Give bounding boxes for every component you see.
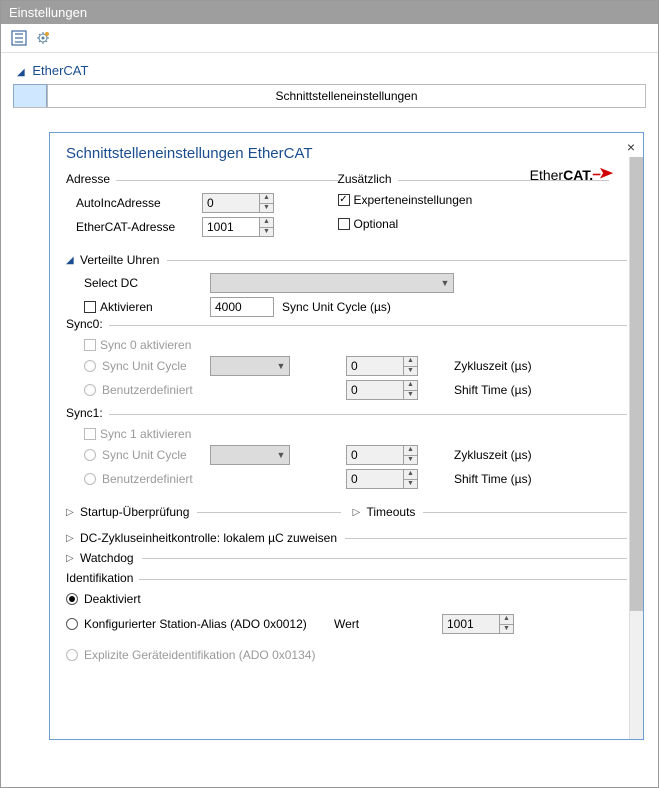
ecat-addr-label: EtherCAT-Adresse: [76, 220, 194, 234]
close-icon[interactable]: ×: [627, 139, 635, 155]
sync1-zyklus-spinner[interactable]: ▲▼: [346, 445, 418, 465]
window-titlebar: Einstellungen: [1, 1, 658, 24]
sync1-user-radio[interactable]: Benutzerdefiniert: [84, 472, 202, 486]
expand-right-icon: ▷: [353, 507, 363, 518]
spinner-up-icon[interactable]: ▲: [260, 218, 273, 228]
panel-scrollbar[interactable]: [629, 157, 643, 739]
ecat-addr-input[interactable]: [203, 218, 259, 236]
tab-interface-settings[interactable]: Schnittstelleneinstellungen: [47, 84, 646, 107]
radio-icon: [66, 593, 78, 605]
sync0-shift-input[interactable]: [347, 381, 403, 399]
checkbox-icon: [84, 339, 96, 351]
ecat-addr-spinner[interactable]: ▲▼: [202, 217, 274, 237]
expand-right-icon: ▷: [66, 553, 76, 564]
select-dc-label: Select DC: [84, 276, 202, 290]
panel-title: Schnittstelleneinstellungen EtherCAT: [66, 145, 627, 162]
ident-deaktiviert-radio[interactable]: Deaktiviert: [66, 592, 141, 606]
breadcrumb-expand-icon: ◢: [17, 67, 25, 78]
radio-icon: [66, 618, 78, 630]
group-adresse-legend: Adresse: [66, 172, 116, 186]
sync1-shift-label: Shift Time (µs): [454, 472, 532, 486]
sync0-activate-checkbox[interactable]: Sync 0 aktivieren: [84, 338, 191, 352]
content-area: × Schnittstelleneinstellungen EtherCAT E…: [1, 108, 658, 740]
spinner-down-icon[interactable]: ▼: [260, 228, 273, 237]
breadcrumb[interactable]: ◢ EtherCAT: [1, 53, 658, 84]
sync1-activate-checkbox[interactable]: Sync 1 aktivieren: [84, 427, 191, 441]
sync0-zyklus-spinner[interactable]: ▲▼: [346, 356, 418, 376]
sync1-zyklus-label: Zykluszeit (µs): [454, 448, 532, 462]
sync0-legend: Sync0:: [66, 317, 109, 331]
sync0-suc-dropdown[interactable]: ▼: [210, 356, 290, 376]
expander-startup[interactable]: ▷ Startup-Überprüfung: [66, 505, 341, 519]
sync0-shift-label: Shift Time (µs): [454, 383, 532, 397]
checkbox-icon: [84, 301, 96, 313]
dc-aktivieren-checkbox[interactable]: Aktivieren: [84, 300, 202, 314]
optional-checkbox[interactable]: Optional: [338, 217, 399, 231]
autoinc-input[interactable]: [203, 194, 259, 212]
breadcrumb-label: EtherCAT: [32, 63, 88, 78]
expander-dc[interactable]: ◢ Verteilte Uhren: [66, 253, 627, 267]
sync0-shift-spinner[interactable]: ▲▼: [346, 380, 418, 400]
toolbar-icon-2[interactable]: [33, 28, 53, 48]
sync0-user-radio[interactable]: Benutzerdefiniert: [84, 383, 202, 397]
sync1-zyklus-input[interactable]: [347, 446, 403, 464]
settings-panel: × Schnittstelleneinstellungen EtherCAT E…: [49, 132, 644, 740]
group-zusatz-legend: Zusätzlich: [338, 172, 398, 186]
checkbox-icon: [338, 218, 350, 230]
autoinc-label: AutoIncAdresse: [76, 196, 194, 210]
autoinc-spinner[interactable]: ▲▼: [202, 193, 274, 213]
select-dc-dropdown[interactable]: ▼: [210, 273, 454, 293]
sync-cycle-spinner[interactable]: [210, 297, 274, 317]
checkbox-icon: [84, 428, 96, 440]
sync1-shift-input[interactable]: [347, 470, 403, 488]
checkbox-icon: ✓: [338, 194, 350, 206]
sync1-suc-radio[interactable]: Sync Unit Cycle: [84, 448, 202, 462]
ident-wert-spinner[interactable]: ▲▼: [442, 614, 514, 634]
radio-icon: [66, 649, 78, 661]
expander-dccycle[interactable]: ▷ DC-Zykluseinheitkontrolle: lokalem µC …: [66, 531, 627, 545]
sync0-suc-radio[interactable]: Sync Unit Cycle: [84, 359, 202, 373]
sync0-zyklus-input[interactable]: [347, 357, 403, 375]
ident-wert-label: Wert: [334, 617, 434, 631]
chevron-down-icon: ▼: [273, 361, 289, 371]
expander-timeouts[interactable]: ▷ Timeouts: [353, 505, 628, 519]
radio-icon: [84, 473, 96, 485]
spinner-down-icon[interactable]: ▼: [260, 204, 273, 213]
ident-wert-input[interactable]: [443, 615, 499, 633]
sync1-suc-dropdown[interactable]: ▼: [210, 445, 290, 465]
sync-cycle-input[interactable]: [211, 298, 267, 316]
expand-right-icon: ▷: [66, 533, 76, 544]
toolbar-icon-1[interactable]: [9, 28, 29, 48]
toolbar: [1, 24, 658, 53]
experten-checkbox[interactable]: ✓ Experteneinstellungen: [338, 193, 473, 207]
expander-watchdog[interactable]: ▷ Watchdog: [66, 551, 627, 565]
window-title: Einstellungen: [9, 5, 87, 20]
sync0-zyklus-label: Zykluszeit (µs): [454, 359, 532, 373]
chevron-down-icon: ▼: [273, 450, 289, 460]
sync1-legend: Sync1:: [66, 406, 109, 420]
sync1-shift-spinner[interactable]: ▲▼: [346, 469, 418, 489]
radio-icon: [84, 360, 96, 372]
ident-konfig-radio[interactable]: Konfigurierter Station-Alias (ADO 0x0012…: [66, 617, 326, 631]
radio-icon: [84, 449, 96, 461]
ident-legend: Identifikation: [66, 571, 139, 585]
expand-right-icon: ▷: [66, 507, 76, 518]
spinner-up-icon[interactable]: ▲: [260, 194, 273, 204]
tab-bar: Schnittstelleneinstellungen: [13, 84, 646, 108]
ident-explizit-radio[interactable]: Explizite Geräteidentifikation (ADO 0x01…: [66, 648, 315, 662]
radio-icon: [84, 384, 96, 396]
sync-cycle-unit: Sync Unit Cycle (µs): [282, 300, 391, 314]
expand-down-icon: ◢: [66, 255, 76, 266]
tab-blank[interactable]: [13, 84, 47, 107]
chevron-down-icon: ▼: [437, 278, 453, 288]
